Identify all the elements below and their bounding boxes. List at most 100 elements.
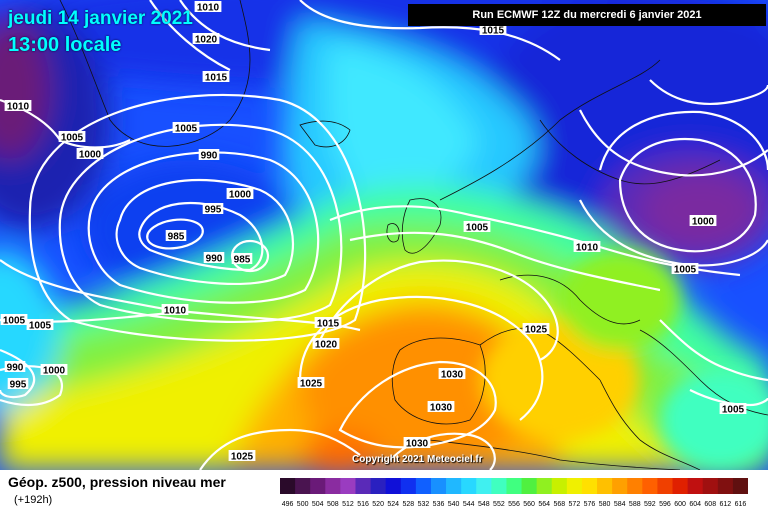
legend-tick: 524 — [387, 501, 399, 508]
legend-swatch — [597, 478, 613, 494]
isobar-label-text: 1025 — [525, 325, 548, 336]
weather-map: 1010 1020 1015 1015 1010 1005 1000 1005 990 1000 9… — [0, 0, 768, 470]
isobar-label-bg — [314, 317, 342, 328]
footer-bar: Géop. z500, pression niveau mer (+192h) … — [0, 470, 768, 512]
legend-swatch — [551, 478, 568, 494]
isobar-label-text: 1010 — [576, 243, 599, 254]
isobar-label: 985 — [231, 253, 253, 266]
isobar-label-text: 1015 — [317, 319, 340, 330]
isobar-label-bg — [202, 71, 230, 82]
legend-tick: 528 — [402, 501, 414, 508]
isobar-label: 1000 — [689, 215, 717, 228]
legend-swatch — [295, 478, 311, 494]
legend-tick: 576 — [584, 501, 596, 508]
isobar-label-text: 1005 — [175, 124, 198, 135]
legend-swatch — [612, 478, 628, 494]
isobar-label-text: 990 — [7, 363, 24, 374]
model-run-label: Run ECMWF 12Z du mercredi 6 janvier 2021 — [408, 4, 766, 26]
isobar-label-bg — [40, 364, 68, 375]
legend-tick: 608 — [704, 501, 716, 508]
isobar-label-bg — [192, 33, 220, 44]
legend-tick: 592 — [644, 501, 656, 508]
isobar-label: 1020 — [192, 33, 220, 46]
legend-tick: 572 — [569, 501, 581, 508]
isobar-label: 990 — [4, 361, 26, 374]
isobar-label: 1010 — [4, 100, 32, 113]
isobar-label-bg — [403, 437, 431, 448]
isobar-label: 990 — [198, 149, 220, 162]
isobar-label-text: 990 — [201, 151, 218, 162]
legend-tick: 600 — [674, 501, 686, 508]
isobar-label-text: 1000 — [229, 190, 252, 201]
isobar-label-bg — [573, 241, 601, 252]
isobar-label: 1025 — [297, 377, 325, 390]
isobar-label-text: 995 — [10, 380, 27, 391]
legend-swatch — [385, 478, 402, 494]
isobar-label: 1000 — [76, 148, 104, 161]
copyright-notice: Copyright 2021 Meteociel.fr — [352, 454, 483, 465]
isobar-label: 1030 — [403, 437, 431, 450]
isobar-label-bg — [0, 314, 28, 325]
isobar-label-text: 985 — [234, 255, 251, 266]
isobar-label-bg — [671, 263, 699, 274]
isobar-label-bg — [228, 450, 256, 461]
legend-swatch — [627, 478, 643, 494]
isobar-label-bg — [231, 253, 253, 264]
legend-swatch — [340, 478, 356, 494]
isobar-label-bg — [203, 252, 225, 263]
legend-swatch — [415, 478, 432, 494]
legend-swatch — [687, 478, 704, 494]
isobar-label-bg — [4, 100, 32, 111]
isobar-label: 1005 — [0, 314, 28, 327]
lead-time: (+192h) — [14, 494, 53, 506]
isobar-label: 1005 — [463, 221, 491, 234]
legend-tick: 560 — [523, 501, 535, 508]
legend-swatch — [280, 478, 296, 494]
isobar-label-bg — [463, 221, 491, 232]
isobar-label: 1030 — [438, 368, 466, 381]
isobar-label: 1010 — [573, 241, 601, 254]
legend-swatch — [732, 478, 748, 494]
isobar-label-text: 1030 — [406, 439, 429, 450]
isobar-label-text: 1010 — [7, 102, 30, 113]
isobar-label-text: 995 — [205, 205, 222, 216]
legend-swatch — [717, 478, 734, 494]
legend-tick: 548 — [478, 501, 490, 508]
isobar-label-bg — [438, 368, 466, 379]
isobar-label-text: 1000 — [79, 150, 102, 161]
legend-swatch — [521, 478, 538, 494]
product-title: Géop. z500, pression niveau mer — [8, 474, 226, 490]
isobar-label: 1020 — [312, 338, 340, 351]
legend-swatch — [461, 478, 477, 494]
legend-swatch — [566, 478, 583, 494]
isobar-label-text: 1025 — [300, 379, 323, 390]
legend-tick: 568 — [553, 501, 565, 508]
legend-tick: 532 — [418, 501, 430, 508]
legend-swatch — [642, 478, 658, 494]
legend-swatch — [325, 478, 341, 494]
isobar-label: 1025 — [228, 450, 256, 463]
isobar-label-bg — [58, 131, 86, 142]
isobar-label: 1005 — [58, 131, 86, 144]
isobar-label-bg — [689, 215, 717, 226]
isobar-label: 1025 — [522, 323, 550, 336]
legend-tick: 508 — [327, 501, 339, 508]
forecast-time: 13:00 locale — [8, 34, 122, 56]
forecast-date: jeudi 14 janvier 2021 — [8, 8, 193, 29]
isobar-label-text: 1005 — [722, 405, 745, 416]
legend-swatch — [430, 478, 447, 494]
isobar-label: 1005 — [671, 263, 699, 276]
legend-tick: 552 — [493, 501, 505, 508]
legend-swatch — [310, 478, 326, 494]
legend-swatch — [672, 478, 689, 494]
legend-tick: 596 — [659, 501, 671, 508]
legend-tick: 584 — [614, 501, 626, 508]
isobar-label-text: 1010 — [164, 306, 187, 317]
isobar-label: 1005 — [172, 122, 200, 135]
legend-tick: 588 — [629, 501, 641, 508]
legend-swatch — [702, 478, 719, 494]
isobar-label-bg — [76, 148, 104, 159]
legend-tick: 520 — [372, 501, 384, 508]
legend-tick: 564 — [538, 501, 550, 508]
isobar-label: 990 — [203, 252, 225, 265]
